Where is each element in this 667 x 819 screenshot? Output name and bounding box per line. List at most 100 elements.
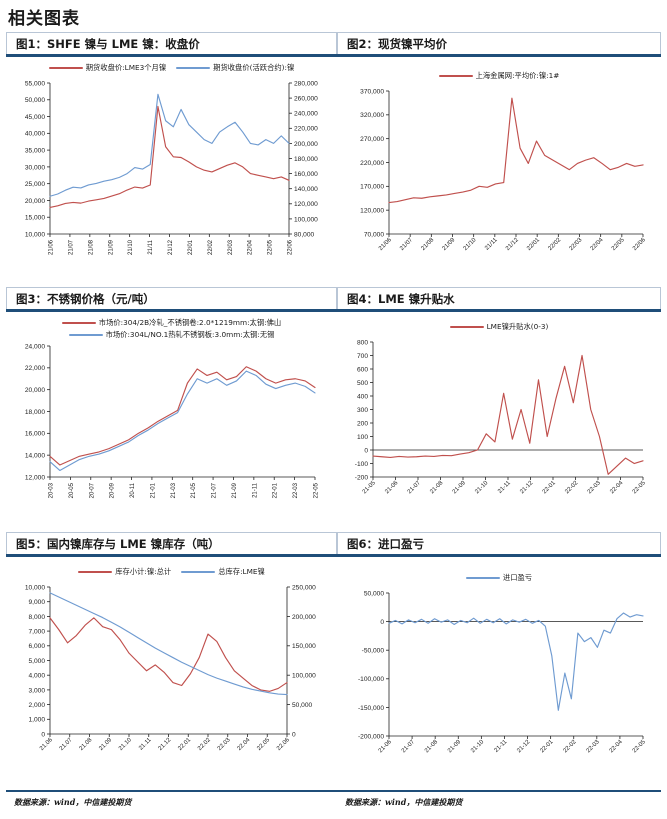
svg-text:15,000: 15,000: [25, 215, 46, 222]
svg-text:22-04: 22-04: [609, 480, 625, 496]
svg-text:21/11: 21/11: [148, 239, 154, 254]
svg-text:-100: -100: [355, 461, 369, 468]
chart-5-source-rule: [6, 789, 337, 792]
svg-text:200,000: 200,000: [294, 141, 318, 148]
svg-text:22.02: 22.02: [197, 737, 212, 752]
svg-text:21-07: 21-07: [407, 480, 423, 496]
svg-text:120,000: 120,000: [360, 208, 384, 215]
chart-3-rule: [6, 309, 337, 312]
chart-4-plot: LME镍升贴水(0-3) -200 -100 0 100 200 300 400 500 600…: [337, 312, 661, 557]
svg-text:10,000: 10,000: [25, 231, 46, 238]
svg-text:21/06: 21/06: [378, 237, 393, 252]
legend-item: 进口盈亏: [465, 573, 532, 583]
legend-swatch-icon: [438, 74, 473, 78]
chart-3-header: 图3：不锈钢价格（元/吨）: [6, 287, 337, 309]
svg-text:300: 300: [357, 407, 368, 414]
chart-6-source-rule: [337, 789, 661, 792]
chart-1-legend: 期货收盘价:LME3个月镍 期货收盘价(活跃合约):镍: [6, 63, 337, 73]
svg-text:24,000: 24,000: [25, 343, 46, 350]
chart-4-rule: [337, 309, 661, 312]
svg-text:18,000: 18,000: [25, 409, 46, 416]
svg-text:20,000: 20,000: [25, 198, 46, 205]
chart-panel-2: 图2：现货镍平均价 上海金属网:平均价:镍:1# 70,000 120,000 17…: [337, 32, 661, 307]
svg-text:21.11: 21.11: [138, 737, 153, 752]
svg-text:14,000: 14,000: [25, 453, 46, 460]
chart-6-svg: -200,000 -150,000 -100,000 -50,000 0 50,000 21…: [358, 590, 647, 755]
legend-label: 库存小计:镍:总计: [115, 567, 172, 576]
chart-5-header: 图5：国内镍库存与 LME 镍库存（吨）: [6, 532, 337, 554]
legend-label: 总库存:LME镍: [218, 567, 265, 576]
svg-text:21-12: 21-12: [516, 739, 532, 755]
legend-item: 期货收盘价(活跃合约):镍: [176, 63, 294, 73]
svg-text:21/10: 21/10: [463, 237, 478, 252]
svg-text:20-09: 20-09: [110, 482, 116, 498]
svg-text:22/04: 22/04: [248, 239, 254, 255]
legend-item: 市场价:304L/NO.1热轧不锈钢板:3.0mm:太钢:无锡: [68, 330, 275, 340]
svg-text:21-08: 21-08: [424, 739, 440, 755]
legend-swatch-icon: [68, 333, 103, 337]
svg-text:22-02: 22-02: [563, 739, 579, 755]
svg-text:12,000: 12,000: [25, 474, 46, 481]
svg-text:22/04: 22/04: [590, 237, 605, 252]
chart-1-title: 图1：SHFE 镍与 LME 镍：收盘价: [16, 37, 200, 51]
chart-6-rule: [337, 554, 661, 557]
chart-panel-6: 图6：进口盈亏 进口盈亏 -200,000 -150,000 -100,000 -50…: [337, 532, 661, 807]
legend-label: LME镍升贴水(0-3): [486, 322, 549, 331]
legend-swatch-icon: [48, 66, 83, 70]
chart-6-title: 图6：进口盈亏: [347, 537, 425, 551]
chart-4-svg: -200 -100 0 100 200 300 400 500 600 700 800 21-05 21…: [355, 339, 648, 496]
svg-text:22-01: 22-01: [273, 482, 279, 498]
svg-text:22/01: 22/01: [188, 239, 194, 255]
svg-text:-50,000: -50,000: [362, 648, 385, 655]
svg-text:220,000: 220,000: [294, 126, 318, 133]
svg-text:21/08: 21/08: [88, 239, 94, 255]
svg-text:7,000: 7,000: [28, 629, 45, 636]
svg-text:-100,000: -100,000: [358, 676, 384, 683]
legend-item: 总库存:LME镍: [181, 567, 265, 577]
svg-text:21/09: 21/09: [108, 239, 114, 255]
chart-5-rule: [6, 554, 337, 557]
legend-item: 库存小计:镍:总计: [78, 567, 171, 577]
svg-text:240,000: 240,000: [294, 111, 318, 118]
svg-text:400: 400: [357, 393, 368, 400]
svg-text:6,000: 6,000: [28, 643, 45, 650]
svg-text:5,000: 5,000: [28, 658, 45, 665]
svg-text:280,000: 280,000: [294, 80, 318, 87]
svg-text:22/03: 22/03: [228, 239, 234, 255]
svg-text:22/06: 22/06: [632, 237, 647, 252]
chart-1-rule: [6, 54, 337, 57]
svg-text:21/06: 21/06: [49, 239, 55, 255]
svg-text:21/12: 21/12: [505, 237, 520, 252]
chart-3-title: 图3：不锈钢价格（元/吨）: [16, 292, 155, 306]
svg-text:22/05: 22/05: [268, 239, 274, 255]
legend-label: 市场价:304L/NO.1热轧不锈钢板:3.0mm:太钢:无锡: [105, 330, 275, 339]
svg-text:-200,000: -200,000: [358, 733, 384, 740]
chart-5-plot: 库存小计:镍:总计 总库存:LME镍 0 1,000 2,000 3,000 4,000…: [6, 557, 337, 812]
svg-text:21.07: 21.07: [59, 737, 74, 752]
svg-text:200,000: 200,000: [292, 614, 316, 621]
chart-4-header: 图4：LME 镍升贴水: [337, 287, 661, 309]
legend-swatch-icon: [181, 570, 216, 574]
chart-1-svg: 10,000 15,000 20,000 25,000 30,000 35,000 40,0…: [25, 80, 318, 255]
legend-label: 上海金属网:平均价:镍:1#: [475, 71, 560, 80]
svg-text:800: 800: [357, 339, 368, 346]
svg-text:21-07: 21-07: [212, 482, 218, 498]
svg-text:80,000: 80,000: [294, 231, 315, 238]
svg-text:3,000: 3,000: [28, 687, 45, 694]
chart-2-title: 图2：现货镍平均价: [347, 37, 448, 51]
legend-label: 期货收盘价:LME3个月镍: [85, 63, 167, 72]
svg-text:2,000: 2,000: [28, 702, 45, 709]
legend-item: LME镍升贴水(0-3): [449, 322, 549, 332]
svg-text:35,000: 35,000: [25, 148, 46, 155]
svg-text:140,000: 140,000: [294, 186, 318, 193]
chart-3-legend: 市场价:304/2B冷轧_不锈钢卷:2.0*1219mm:太钢:佛山 市场价:3…: [6, 318, 337, 340]
svg-text:22.03: 22.03: [217, 737, 232, 752]
svg-text:21/07: 21/07: [399, 237, 414, 252]
svg-text:200: 200: [357, 420, 368, 427]
svg-text:22-05: 22-05: [314, 482, 320, 498]
svg-text:21.09: 21.09: [98, 737, 113, 752]
chart-2-header: 图2：现货镍平均价: [337, 32, 661, 54]
svg-text:100,000: 100,000: [294, 216, 318, 223]
svg-text:21.06: 21.06: [39, 737, 54, 752]
chart-6-header: 图6：进口盈亏: [337, 532, 661, 554]
